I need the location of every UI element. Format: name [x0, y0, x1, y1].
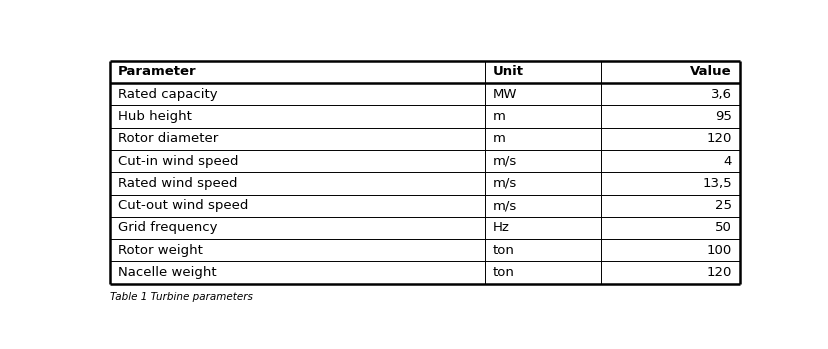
- Text: m/s: m/s: [492, 199, 516, 212]
- Text: m/s: m/s: [492, 177, 516, 190]
- Text: 3,6: 3,6: [710, 88, 731, 101]
- Text: ton: ton: [492, 244, 513, 257]
- Text: Unit: Unit: [492, 65, 522, 78]
- Text: ton: ton: [492, 266, 513, 279]
- Text: 120: 120: [705, 132, 731, 145]
- Text: Value: Value: [690, 65, 731, 78]
- Text: Nacelle weight: Nacelle weight: [118, 266, 216, 279]
- Text: m/s: m/s: [492, 155, 516, 168]
- Text: 95: 95: [715, 110, 731, 123]
- Text: Hub height: Hub height: [118, 110, 191, 123]
- Text: 50: 50: [715, 222, 731, 235]
- Text: 13,5: 13,5: [701, 177, 731, 190]
- Text: 25: 25: [714, 199, 731, 212]
- Text: Rated capacity: Rated capacity: [118, 88, 217, 101]
- Text: Grid frequency: Grid frequency: [118, 222, 217, 235]
- Text: m: m: [492, 132, 504, 145]
- Text: Table 1 Turbine parameters: Table 1 Turbine parameters: [110, 292, 253, 302]
- Text: Rotor diameter: Rotor diameter: [118, 132, 218, 145]
- Text: Cut-in wind speed: Cut-in wind speed: [118, 155, 238, 168]
- Text: MW: MW: [492, 88, 517, 101]
- Text: Hz: Hz: [492, 222, 508, 235]
- Text: Cut-out wind speed: Cut-out wind speed: [118, 199, 248, 212]
- Text: 4: 4: [723, 155, 731, 168]
- Text: 100: 100: [705, 244, 731, 257]
- Text: m: m: [492, 110, 504, 123]
- Text: 120: 120: [705, 266, 731, 279]
- Text: Parameter: Parameter: [118, 65, 196, 78]
- Text: Rated wind speed: Rated wind speed: [118, 177, 237, 190]
- Text: Rotor weight: Rotor weight: [118, 244, 202, 257]
